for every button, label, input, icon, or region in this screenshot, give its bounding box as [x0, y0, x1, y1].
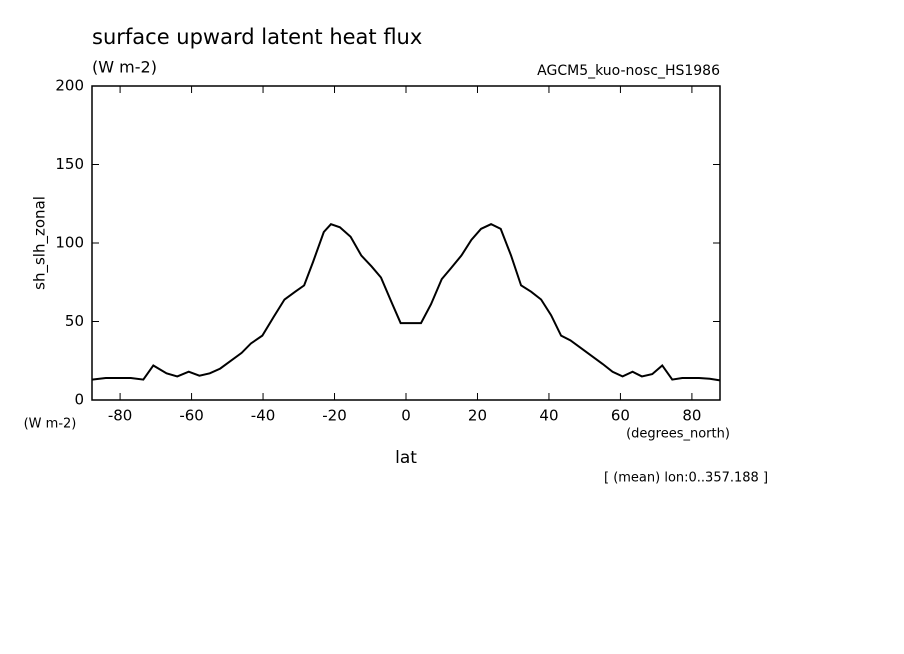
- x-tick-label: -60: [179, 407, 204, 425]
- x-tick-label: 40: [539, 407, 558, 425]
- y-axis-label: sh_slh_zonal: [31, 196, 50, 290]
- x-tick-label: 60: [611, 407, 630, 425]
- y-tick-label: 0: [74, 391, 84, 409]
- note: [ (mean) lon:0..357.188 ]: [604, 471, 768, 486]
- experiment: AGCM5_kuo-nosc_HS1986: [537, 63, 720, 79]
- x-tick-label: 0: [401, 407, 411, 425]
- x-tick-label: -20: [322, 407, 347, 425]
- x-unit: (degrees_north): [626, 427, 730, 442]
- x-tick-label: 20: [468, 407, 487, 425]
- x-tick-label: 80: [682, 407, 701, 425]
- data-line: [91, 222, 721, 382]
- y-unit: (W m-2): [24, 417, 77, 432]
- chart-title: surface upward latent heat flux: [92, 25, 422, 49]
- y-tick-label: 50: [65, 312, 84, 330]
- x-tick-label: -80: [108, 407, 133, 425]
- subtitle: (W m-2): [92, 58, 157, 77]
- plot-frame: [91, 85, 721, 401]
- x-tick-label: -40: [251, 407, 276, 425]
- y-tick-label: 200: [55, 77, 84, 95]
- y-tick-label: 150: [55, 155, 84, 173]
- x-axis-label: lat: [395, 448, 417, 468]
- y-tick-label: 100: [55, 234, 84, 252]
